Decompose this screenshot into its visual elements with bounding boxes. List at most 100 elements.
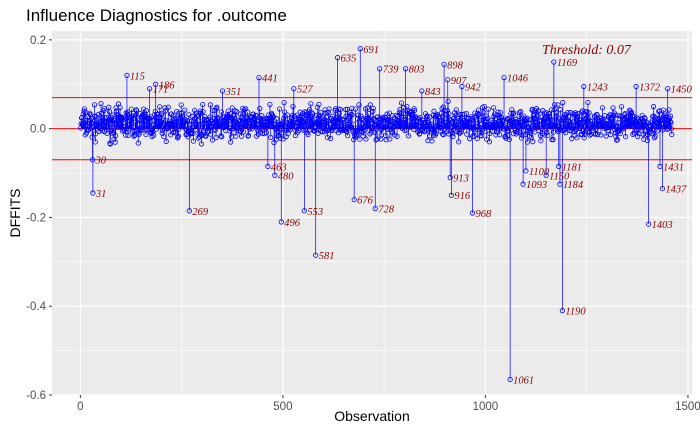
- dffits-point: [510, 111, 516, 117]
- dffits-point: [106, 109, 113, 115]
- dffits-point: [334, 55, 341, 61]
- dffits-point: [360, 133, 366, 139]
- dffits-point: [274, 116, 280, 122]
- dffits-point: [387, 136, 393, 142]
- dffits-point: [469, 210, 476, 216]
- dffits-point: [344, 129, 350, 135]
- dffits-point: [408, 108, 414, 115]
- point-label: 635: [341, 54, 357, 65]
- dffits-point: [124, 111, 130, 117]
- dffits-point: [524, 139, 531, 145]
- dffits-point: [523, 168, 529, 174]
- dffits-point: [411, 126, 417, 132]
- dffits-point: [354, 128, 360, 134]
- dffits-point: [284, 112, 290, 118]
- dffits-point: [199, 132, 205, 139]
- dffits-point: [545, 132, 551, 138]
- dffits-point: [157, 104, 163, 110]
- dffits-point: [186, 112, 192, 118]
- y-tick-label: 0.0: [30, 124, 46, 136]
- dffits-point: [307, 106, 313, 113]
- dffits-point: [362, 127, 368, 133]
- dffits-point: [496, 132, 503, 138]
- dffits-point: [277, 106, 283, 112]
- dffits-point: [486, 139, 493, 145]
- dffits-point: [555, 102, 561, 108]
- dffits-point: [316, 101, 322, 108]
- dffits-point: [326, 106, 332, 112]
- dffits-point: [587, 132, 593, 138]
- dffits-point: [101, 108, 107, 114]
- dffits-point: [357, 46, 363, 52]
- dffits-point: [225, 108, 231, 114]
- dffits-point: [518, 135, 525, 141]
- x-tick-label: 500: [273, 401, 292, 413]
- dffits-point: [301, 208, 307, 214]
- dffits-point: [101, 105, 107, 112]
- dffits-point: [147, 115, 153, 121]
- dffits-point: [433, 130, 439, 137]
- dffits-point: [281, 100, 287, 106]
- dffits-point: [351, 197, 357, 203]
- dffits-point: [131, 133, 137, 139]
- dffits-point: [353, 127, 359, 134]
- dffits-point: [296, 127, 302, 134]
- axis-ticks: 0 500 1000 1500 -0.6 -0.4 -0.2 0.0 0.2: [26, 35, 700, 413]
- dffits-point: [372, 205, 378, 212]
- point-label: 676: [357, 196, 374, 207]
- y-axis-title: DFFITS: [7, 189, 23, 238]
- y-tick-label: 0.2: [30, 35, 46, 47]
- dffits-point: [367, 102, 373, 108]
- dffits-point: [143, 131, 149, 138]
- point-label: 31: [95, 189, 107, 200]
- dffits-point: [403, 66, 409, 72]
- dffits-point: [168, 111, 175, 117]
- point-label: 441: [262, 74, 278, 85]
- dffits-point: [134, 108, 140, 114]
- dffits-point: [458, 129, 465, 135]
- dffits-point: [312, 127, 318, 134]
- dffits-point: [291, 113, 297, 119]
- point-label: 942: [465, 82, 482, 93]
- dffits-point: [447, 174, 453, 181]
- dffits-point: [668, 126, 674, 132]
- dffits-point: [484, 121, 490, 127]
- dffits-point: [107, 141, 113, 147]
- dffits-point: [441, 132, 447, 138]
- dffits-point: [491, 113, 497, 120]
- dffits-point: [139, 127, 145, 133]
- dffits-point: [659, 185, 666, 192]
- dffits-point: [646, 221, 652, 227]
- dffits-point: [89, 157, 96, 163]
- dffits-point: [481, 103, 487, 110]
- dffits-point: [445, 77, 451, 83]
- dffits-point: [307, 127, 313, 133]
- dffits-point: [91, 102, 98, 108]
- dffits-point: [512, 116, 518, 122]
- dffits-point: [605, 127, 611, 133]
- dffits-point: [508, 110, 514, 117]
- dffits-point: [424, 113, 430, 119]
- dffits-point: [256, 75, 262, 81]
- dffits-point: [614, 136, 621, 143]
- dffits-point: [305, 131, 311, 138]
- dffits-point: [182, 107, 188, 113]
- dffits-point: [290, 103, 296, 110]
- point-label: 843: [425, 87, 441, 98]
- dffits-point: [573, 127, 579, 133]
- dffits-point: [269, 111, 275, 118]
- point-label: 691: [363, 45, 379, 56]
- dffits-point: [507, 376, 513, 383]
- dffits-point: [563, 130, 569, 136]
- dffits-point: [291, 86, 297, 92]
- point-label: 171: [153, 85, 169, 96]
- dffits-point: [233, 133, 239, 139]
- dffits-point: [279, 130, 285, 136]
- dffits-point: [190, 138, 196, 144]
- point-label: 553: [307, 207, 323, 218]
- point-label: 1243: [587, 82, 608, 93]
- dffits-point: [459, 83, 465, 90]
- dffits-point: [208, 131, 214, 137]
- point-label: 269: [192, 207, 209, 218]
- dffits-point: [150, 129, 156, 135]
